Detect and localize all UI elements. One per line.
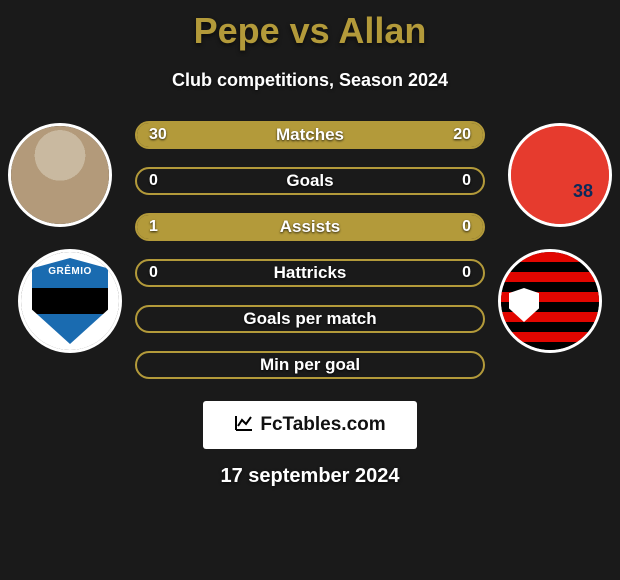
- left-club-crest: GRÊMIO: [18, 249, 122, 353]
- brand-attribution: FcTables.com: [203, 401, 417, 449]
- stat-value-right: 0: [462, 218, 471, 236]
- brand-text: FcTables.com: [260, 414, 385, 436]
- stat-value-left: 0: [149, 172, 158, 190]
- right-club-crest: [498, 249, 602, 353]
- stat-bar: Matches30 20: [135, 121, 485, 149]
- stat-label: Hattricks: [137, 263, 483, 283]
- stat-value-left: 30: [149, 126, 167, 144]
- stat-value-right: 20: [453, 126, 471, 144]
- stat-bar: Min per goal: [135, 351, 485, 379]
- subtitle: Club competitions, Season 2024: [0, 70, 620, 91]
- stat-label: Goals per match: [137, 309, 483, 329]
- stat-label: Assists: [137, 217, 483, 237]
- stat-value-left: 1: [149, 218, 158, 236]
- stat-bar: Goals0 0: [135, 167, 485, 195]
- chart-icon: [234, 414, 254, 437]
- right-player-avatar: [508, 123, 612, 227]
- player-photo-placeholder: [11, 126, 109, 224]
- page-title: Pepe vs Allan: [0, 0, 620, 52]
- stat-label: Min per goal: [137, 355, 483, 375]
- stat-label: Matches: [137, 125, 483, 145]
- stat-bar: Hattricks0 0: [135, 259, 485, 287]
- stat-bar: Assists1 0: [135, 213, 485, 241]
- comparison-layout: GRÊMIO Matches3020Goals00Assists10Hattri…: [0, 119, 620, 379]
- stat-value-left: 0: [149, 264, 158, 282]
- stat-value-right: 0: [462, 264, 471, 282]
- club-crest-text: GRÊMIO: [48, 266, 92, 277]
- stat-label: Goals: [137, 171, 483, 191]
- stat-value-right: 0: [462, 172, 471, 190]
- date-text: 17 september 2024: [0, 465, 620, 488]
- player-photo-placeholder: [511, 126, 609, 224]
- gremio-crest-icon: GRÊMIO: [21, 252, 119, 350]
- comparison-bars: Matches3020Goals00Assists10Hattricks00Go…: [135, 119, 485, 379]
- left-player-avatar: [8, 123, 112, 227]
- stat-bar: Goals per match: [135, 305, 485, 333]
- flamengo-crest-icon: [501, 252, 599, 350]
